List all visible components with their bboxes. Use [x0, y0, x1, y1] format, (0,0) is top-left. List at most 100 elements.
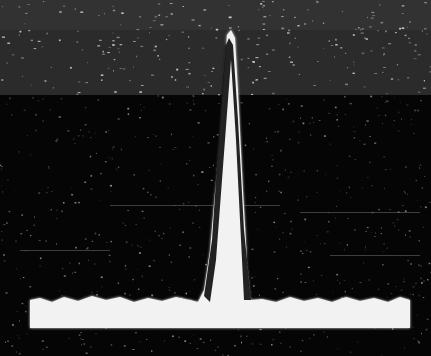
speckle [16, 352, 17, 353]
speckle [87, 62, 88, 63]
speckle [386, 169, 387, 170]
speckle [132, 245, 133, 246]
speckle [264, 142, 265, 143]
speckle [281, 28, 284, 30]
speckle [328, 221, 330, 222]
speckle [251, 94, 253, 95]
speckle [137, 38, 139, 39]
speckle [403, 216, 404, 217]
speckle [365, 124, 366, 126]
speckle [1, 166, 2, 167]
speckle [238, 30, 240, 31]
speckle [114, 91, 116, 93]
speckle [101, 276, 103, 278]
speckle [169, 104, 171, 105]
speckle [272, 339, 274, 341]
speckle [46, 192, 48, 193]
speckle [27, 4, 29, 5]
speckle [17, 311, 18, 312]
speckle [335, 107, 337, 109]
speckle [292, 229, 293, 230]
speckle [138, 289, 140, 290]
speckle [189, 48, 190, 49]
speckle [423, 281, 425, 282]
speckle [27, 333, 28, 335]
speckle [414, 110, 416, 112]
speckle [31, 40, 33, 41]
speckle [75, 247, 77, 249]
speckle [421, 282, 423, 284]
speckle [354, 230, 356, 231]
speckle [255, 202, 257, 203]
speckle [97, 45, 100, 46]
speckle [189, 160, 190, 161]
speckle [367, 120, 369, 122]
speckle [260, 344, 262, 345]
speckle [199, 210, 200, 211]
speckle [211, 71, 213, 72]
speckle [42, 99, 44, 100]
speckle [247, 336, 248, 337]
speckle [258, 229, 259, 230]
speckle [124, 345, 126, 347]
speckle [282, 109, 284, 111]
speckle [397, 64, 398, 65]
speckle [26, 230, 28, 231]
speckle [170, 227, 171, 229]
speckle [310, 251, 311, 253]
speckle [112, 148, 113, 150]
speckle [47, 187, 48, 188]
speckle [366, 120, 367, 122]
speckle [168, 187, 169, 188]
speckle [376, 108, 377, 109]
speckle [34, 48, 37, 49]
speckle [423, 297, 424, 298]
speckle [338, 126, 340, 127]
speckle [351, 197, 352, 198]
speckle [280, 192, 282, 194]
speckle [155, 46, 157, 48]
speckle [273, 222, 275, 223]
speckle [147, 192, 149, 193]
speckle [71, 188, 72, 189]
speckle [298, 142, 300, 143]
speckle [304, 219, 306, 221]
speckle [30, 235, 31, 236]
speckle [95, 133, 96, 134]
speckle [320, 243, 321, 245]
speckle [260, 207, 262, 208]
speckle [382, 123, 383, 124]
speckle [402, 27, 405, 29]
speckle [3, 224, 5, 225]
speckle [329, 40, 331, 41]
speckle [334, 57, 335, 58]
speckle [379, 4, 380, 5]
speckle [255, 174, 256, 175]
speckle [386, 101, 388, 102]
speckle [57, 218, 58, 220]
speckle [147, 137, 149, 138]
speckle [169, 35, 170, 36]
speckle [354, 131, 356, 132]
speckle [327, 231, 329, 233]
speckle [419, 167, 420, 168]
speckle [197, 348, 199, 349]
speckle [395, 32, 397, 33]
speckle [405, 192, 406, 194]
speckle [361, 33, 364, 34]
streak [330, 255, 420, 256]
speckle [118, 167, 119, 168]
speckle [350, 103, 352, 104]
speckle [27, 135, 28, 136]
speckle [300, 273, 302, 275]
speckle [90, 156, 91, 158]
speckle [202, 93, 203, 94]
speckle [375, 232, 376, 234]
speckle [77, 31, 79, 32]
speckle [113, 6, 114, 7]
speckle [259, 66, 261, 67]
speckle [418, 92, 421, 93]
speckle [252, 343, 254, 344]
speckle [312, 20, 313, 22]
speckle [316, 294, 317, 295]
